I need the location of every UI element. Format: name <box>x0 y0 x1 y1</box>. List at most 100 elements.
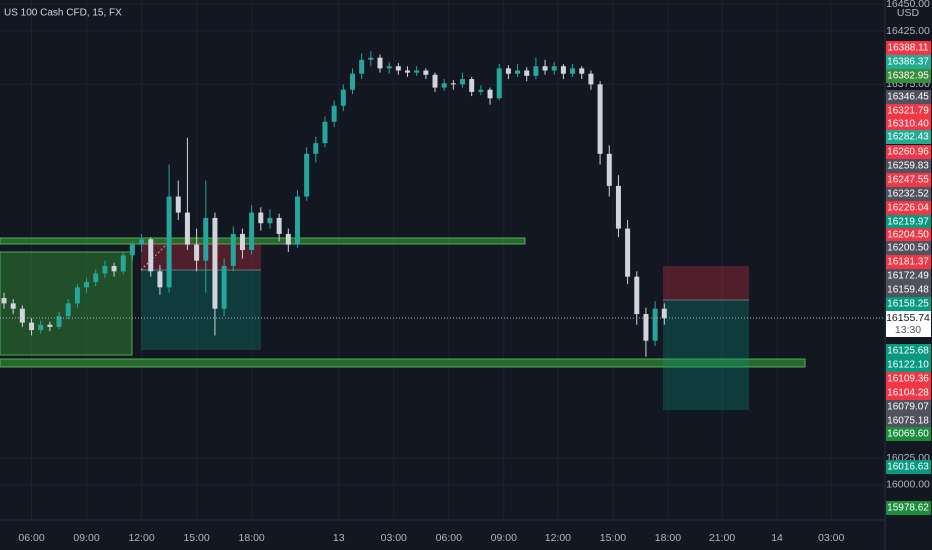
candle-body <box>47 324 53 327</box>
price-tag: 16219.97 <box>887 217 929 228</box>
price-tag-box <box>886 344 931 358</box>
price-tag-box <box>886 41 931 55</box>
price-tag: 16016.63 <box>887 462 929 473</box>
candle-body <box>239 233 245 250</box>
candle-body <box>175 196 181 213</box>
price-tag: 16122.10 <box>887 360 929 371</box>
x-tick-label: 13 <box>333 532 345 544</box>
x-tick-label: 12:00 <box>128 532 154 544</box>
x-tick-label: 09:00 <box>491 532 517 544</box>
candle-body <box>93 273 99 283</box>
price-tag: 16109.36 <box>887 374 929 385</box>
last-price-tag <box>886 311 931 337</box>
candle-body <box>230 233 236 266</box>
price-tag: 16259.83 <box>887 161 929 172</box>
candle-body <box>38 324 44 331</box>
price-tag: 16181.37 <box>887 257 929 268</box>
price-tag: 16204.50 <box>887 230 929 241</box>
candle-body <box>560 66 566 74</box>
y-tick-label: 16450.00 <box>886 0 930 10</box>
price-tag-box <box>886 187 931 201</box>
candle-body <box>120 255 126 272</box>
price-tag-box <box>886 414 931 428</box>
price-tag-box <box>886 427 931 441</box>
zone-band <box>0 237 526 245</box>
candle-body <box>56 316 62 327</box>
price-tag: 16069.60 <box>887 429 929 440</box>
price-tag-box <box>886 372 931 386</box>
x-tick-label: 21:00 <box>709 532 735 544</box>
candle-body <box>139 239 145 245</box>
price-tag: 16382.95 <box>887 71 929 82</box>
price-tag: 16388.11 <box>888 43 929 54</box>
x-tick-label: 06:00 <box>436 532 462 544</box>
price-tag: 16260.96 <box>887 147 929 158</box>
price-tag: 16079.07 <box>887 402 929 413</box>
candle-body <box>194 244 200 261</box>
candle-body <box>652 308 658 341</box>
candle-body <box>111 265 117 272</box>
candle-body <box>148 239 154 272</box>
price-tag-box <box>886 400 931 414</box>
price-tag-box <box>886 241 931 255</box>
candle-body <box>276 217 282 234</box>
candle-body <box>359 59 365 74</box>
x-tick-label: 03:00 <box>818 532 844 544</box>
candle-body <box>570 68 576 74</box>
candle-body <box>294 196 300 245</box>
candle-body <box>405 70 411 73</box>
candle-body <box>460 79 466 85</box>
price-tag-box <box>886 386 931 400</box>
price-tag-box <box>886 201 931 215</box>
candle-body <box>157 271 163 288</box>
price-tag-box <box>886 145 931 159</box>
price-tag-box <box>886 358 931 372</box>
price-tag-box <box>886 90 931 104</box>
candle-body <box>615 185 621 229</box>
price-tag: 16172.49 <box>887 271 929 282</box>
axis-labels: 16450.0016425.0016375.0016025.0016000.00… <box>18 0 931 544</box>
candle-body <box>340 89 346 106</box>
candle-body <box>285 233 291 245</box>
candle-body <box>203 217 209 261</box>
candle-body <box>184 212 190 245</box>
last-price: 16155.74 <box>886 312 930 324</box>
candle-body <box>606 153 612 186</box>
candle-body <box>496 68 502 99</box>
price-tag: 16159.48 <box>887 285 929 296</box>
price-tag-box <box>886 104 931 118</box>
stop-zone <box>663 266 749 300</box>
x-tick-label: 06:00 <box>18 532 44 544</box>
zone-band <box>0 358 806 368</box>
price-tag: 16346.45 <box>887 92 929 103</box>
candle-body <box>551 66 557 71</box>
price-tag-box <box>886 215 931 229</box>
x-tick-label: 12:00 <box>545 532 571 544</box>
candle-body <box>102 265 108 274</box>
y-tick-label: 16000.00 <box>886 479 930 491</box>
candle-body <box>450 83 456 85</box>
price-tag-box <box>886 130 931 144</box>
candle-body <box>267 217 273 224</box>
price-tag: 16200.50 <box>887 243 929 254</box>
candle-body <box>487 89 493 99</box>
candle-body <box>249 212 255 250</box>
candle-body <box>65 303 71 317</box>
candle-body <box>212 217 218 309</box>
countdown: 13:30 <box>895 324 921 336</box>
price-tag: 15978.62 <box>887 503 929 514</box>
price-tag: 16321.79 <box>887 106 929 117</box>
target-zone <box>663 300 749 410</box>
price-tag-box <box>886 55 931 69</box>
candle-body <box>129 244 135 256</box>
candle-body <box>441 83 447 88</box>
candle-body <box>469 79 475 92</box>
price-tag: 16386.37 <box>887 57 929 68</box>
price-tag: 16125.68 <box>887 346 929 357</box>
candle-body <box>29 322 35 331</box>
candle-body <box>1 298 7 304</box>
candle-body <box>478 89 484 92</box>
candle-body <box>533 66 539 76</box>
y-tick-label: 16425.00 <box>886 25 930 37</box>
